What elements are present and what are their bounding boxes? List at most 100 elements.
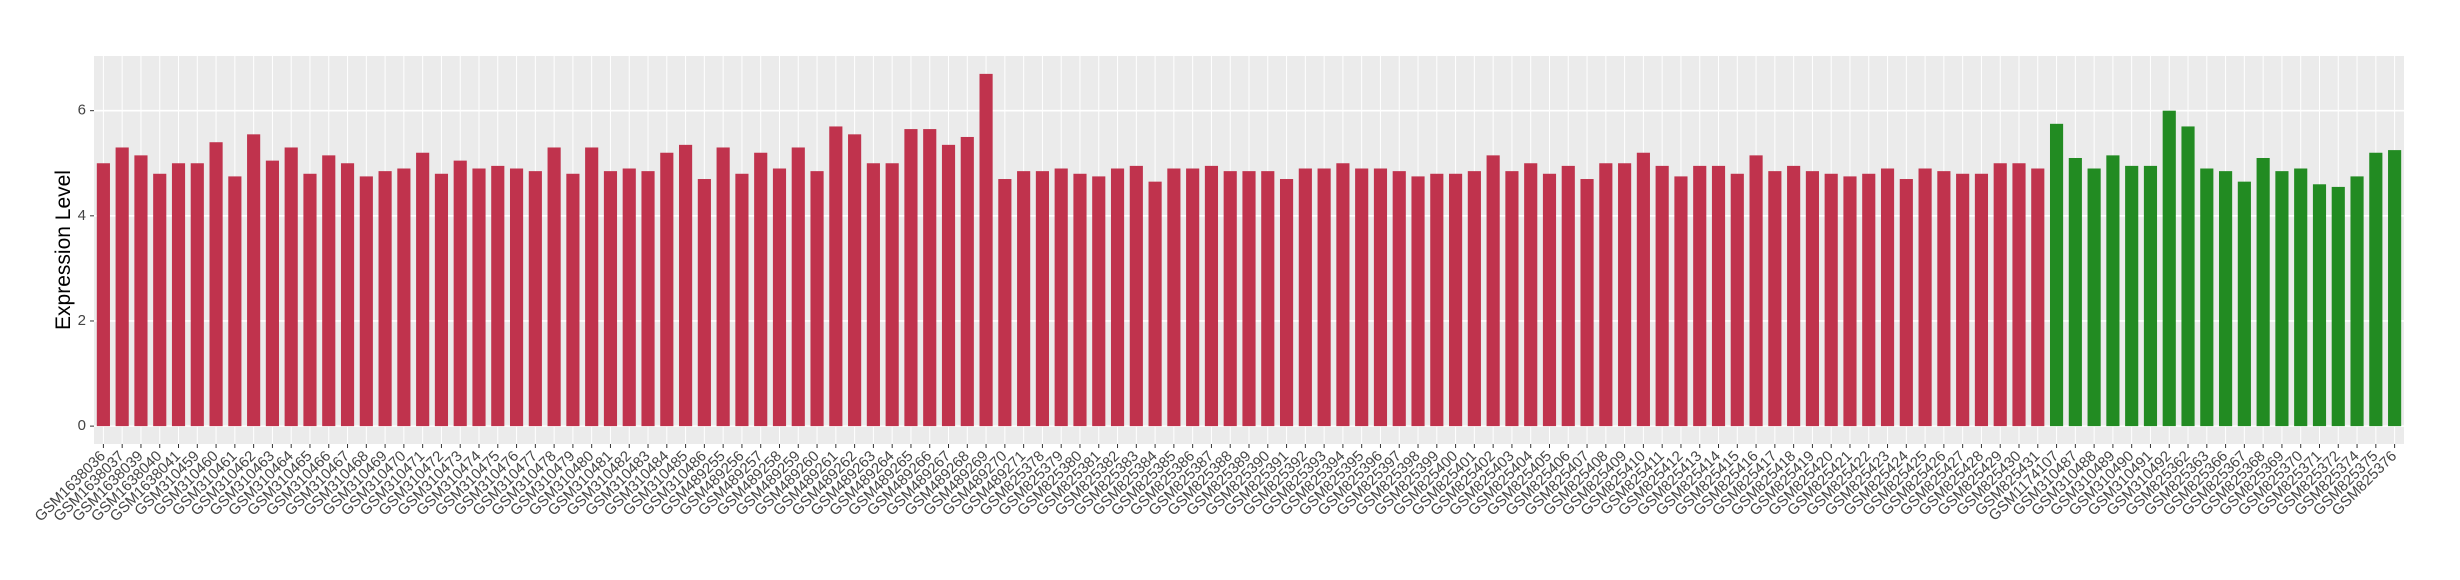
bar — [1223, 171, 1237, 427]
bar — [1974, 173, 1989, 427]
bar — [1054, 168, 1068, 427]
bar — [2106, 155, 2120, 427]
bar — [509, 168, 524, 427]
bar — [1110, 168, 1125, 427]
y-tick-label: 2 — [78, 312, 86, 329]
bar — [1449, 173, 1463, 427]
bar — [284, 147, 298, 427]
bar — [1467, 171, 1481, 427]
bar — [2049, 123, 2064, 427]
bar — [848, 134, 862, 427]
bar — [960, 136, 974, 427]
bar-layer — [96, 73, 2402, 427]
bar — [359, 176, 373, 427]
bar — [1749, 155, 1763, 427]
axis-layer: 0246GSM1638036GSM1638037GSM1638039GSM163… — [32, 102, 2401, 525]
bar — [303, 173, 317, 427]
bar — [472, 168, 486, 427]
bar — [1561, 165, 1575, 427]
bar — [1899, 179, 1913, 427]
bar — [904, 129, 918, 427]
bar — [416, 152, 430, 427]
bar — [1787, 165, 1801, 427]
bar — [1618, 163, 1632, 427]
bar — [1148, 181, 1162, 427]
bar — [2031, 168, 2045, 427]
bar — [96, 163, 110, 427]
bar — [1937, 171, 1951, 427]
bar — [1373, 168, 1388, 427]
bar — [134, 155, 148, 427]
bar — [754, 152, 768, 427]
bar — [1730, 173, 1744, 427]
bar — [1956, 173, 1970, 427]
bar — [829, 126, 843, 427]
bar — [660, 152, 674, 427]
bar — [2388, 150, 2402, 427]
bar — [153, 173, 167, 427]
bar — [1336, 163, 1350, 427]
bar — [2350, 176, 2364, 427]
bar — [941, 144, 956, 427]
bar — [2125, 165, 2139, 427]
bar — [190, 163, 204, 427]
y-tick-label: 0 — [78, 417, 86, 434]
bar — [2219, 171, 2233, 427]
bar — [1542, 173, 1557, 427]
bar — [378, 171, 392, 427]
bar — [716, 147, 730, 427]
bar — [810, 171, 824, 427]
bar — [566, 173, 580, 427]
bar — [1298, 168, 1312, 427]
bar — [585, 147, 599, 427]
bar — [2331, 186, 2345, 427]
bar — [1392, 171, 1406, 427]
bar — [1411, 176, 1425, 427]
bar — [866, 163, 880, 427]
bar — [1017, 171, 1031, 427]
bar — [772, 168, 787, 427]
bar — [1186, 168, 1200, 427]
bar — [1843, 176, 1857, 427]
bar — [265, 160, 279, 427]
bar — [1129, 165, 1143, 427]
bar — [1711, 165, 1726, 427]
bar — [1805, 171, 1819, 427]
bar — [885, 163, 899, 427]
bar — [1486, 155, 1500, 427]
bar — [1580, 179, 1594, 427]
bar — [2237, 181, 2251, 427]
bar — [2143, 165, 2158, 427]
bar — [1655, 165, 1669, 427]
bar — [528, 171, 542, 427]
bar — [679, 144, 693, 427]
bar — [1862, 173, 1876, 427]
bar — [1242, 171, 1256, 427]
bar — [115, 147, 129, 427]
bar — [791, 147, 805, 427]
bar — [622, 168, 636, 427]
bar — [1918, 168, 1932, 427]
bar — [1355, 168, 1369, 427]
bar — [1693, 165, 1707, 427]
bar — [322, 155, 336, 427]
bar — [697, 179, 711, 427]
bar — [923, 129, 937, 427]
bar — [491, 165, 505, 427]
bar — [2256, 157, 2270, 427]
y-axis-title: Expression Level — [52, 170, 75, 330]
bar — [1261, 171, 1275, 427]
bar — [2200, 168, 2214, 427]
bar — [1073, 173, 1087, 427]
bar — [2294, 168, 2308, 427]
bar — [1674, 176, 1688, 427]
bar — [2369, 152, 2383, 427]
bar — [1636, 152, 1650, 427]
bar — [1599, 163, 1613, 427]
bar — [2275, 171, 2289, 427]
bar — [453, 160, 467, 427]
bar — [735, 173, 749, 427]
bar — [2312, 184, 2327, 427]
bar — [979, 73, 993, 427]
